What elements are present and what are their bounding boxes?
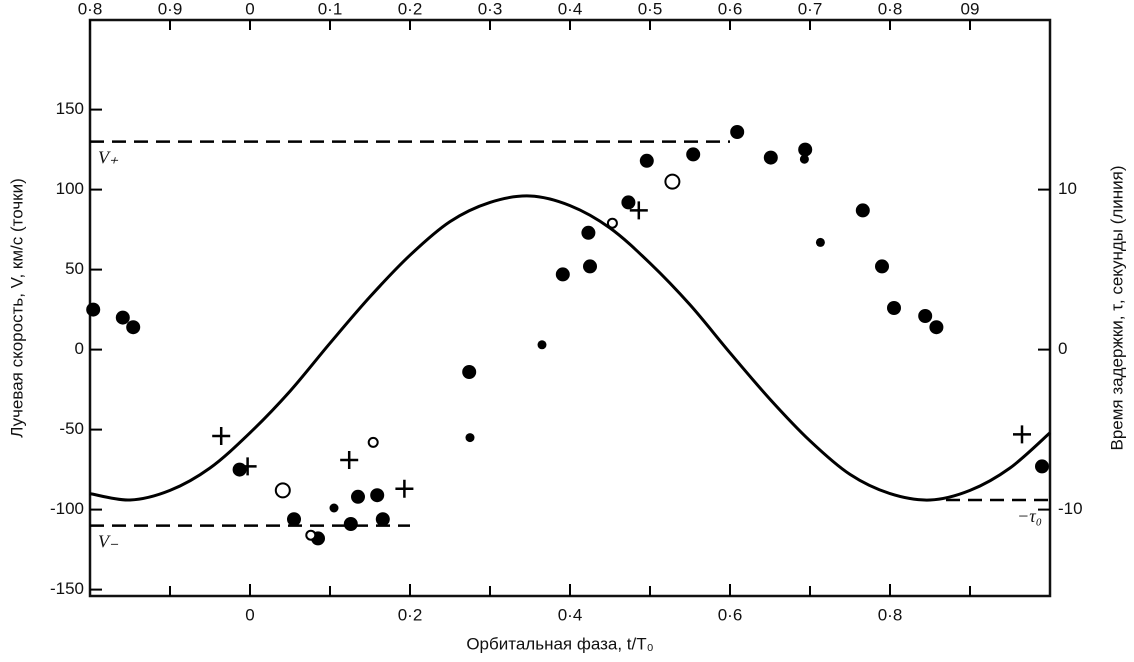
filled-point — [855, 203, 870, 218]
filled-point — [370, 488, 385, 503]
x-tick-label: 0 — [245, 605, 254, 624]
filled-point — [815, 237, 825, 247]
reference-label: V₊ — [98, 148, 119, 168]
filled-point — [86, 302, 101, 317]
filled-point — [686, 147, 701, 162]
filled-point — [929, 320, 944, 335]
y-tick-label: 100 — [56, 179, 84, 198]
open-point — [606, 217, 618, 229]
y-tick-label: 50 — [65, 259, 84, 278]
filled-point — [375, 512, 390, 527]
y2-tick-label: 0 — [1058, 339, 1067, 358]
y-tick-label: 150 — [56, 99, 84, 118]
plus-point — [629, 201, 648, 220]
filled-point — [918, 309, 933, 323]
filled-point — [465, 433, 475, 443]
x2-tick-label: 0·4 — [558, 0, 583, 18]
y-tick-label: -100 — [50, 499, 84, 518]
x2-tick-label: 0·1 — [318, 0, 343, 18]
x2-tick-label: 0·5 — [638, 0, 663, 18]
y2-axis-label: Время задержки, τ, секунды (линия) — [1107, 165, 1126, 450]
y-tick-label: -150 — [50, 579, 84, 598]
filled-point — [232, 462, 247, 477]
filled-point — [763, 150, 778, 165]
filled-point — [581, 225, 596, 240]
x-tick-label: 0·8 — [878, 605, 903, 624]
filled-point — [126, 320, 141, 335]
y2-tick-label: -10 — [1058, 499, 1083, 518]
open-point — [664, 173, 681, 190]
x-tick-label: 0·2 — [398, 605, 423, 624]
filled-point — [329, 503, 339, 513]
reference-label: −τ₀ — [1017, 506, 1042, 526]
x-axis-label: Орбитальная фаза, t/T₀ — [466, 634, 653, 653]
filled-point — [351, 489, 365, 504]
open-point — [367, 436, 379, 448]
filled-point — [343, 517, 358, 531]
x2-tick-label: 0·2 — [398, 0, 423, 18]
filled-point — [555, 267, 570, 282]
filled-point — [537, 340, 547, 350]
filled-point — [639, 153, 654, 168]
filled-point — [583, 259, 597, 274]
filled-point — [462, 365, 477, 379]
y-axis-label: Лучевая скорость, V, км/с (точки) — [7, 178, 26, 438]
plus-point — [212, 427, 231, 445]
filled-point — [799, 154, 809, 164]
x2-tick-label: 0·9 — [158, 0, 183, 18]
y-tick-label: 0 — [75, 339, 84, 358]
open-point — [274, 482, 291, 499]
x2-tick-label: 0·8 — [878, 0, 903, 18]
filled-point — [621, 195, 636, 210]
filled-point — [1035, 459, 1049, 474]
x-tick-label: 0·4 — [558, 605, 583, 624]
filled-point — [875, 259, 889, 274]
filled-point — [730, 125, 745, 139]
reference-label: V₋ — [98, 532, 119, 552]
filled-point — [287, 512, 301, 527]
filled-point — [115, 310, 130, 325]
y-tick-label: -50 — [59, 419, 84, 438]
plus-point — [238, 457, 257, 476]
plus-point — [340, 451, 359, 469]
x2-tick-label: 0·8 — [78, 0, 103, 18]
y2-tick-label: 10 — [1058, 179, 1077, 198]
plot-frame — [88, 18, 1052, 598]
x2-tick-label: 0·6 — [718, 0, 743, 18]
x2-tick-label: 0·3 — [478, 0, 503, 18]
x2-tick-label: 0 — [245, 0, 254, 18]
delay-curve — [89, 194, 1051, 502]
filled-point — [887, 301, 901, 315]
x2-tick-label: 0·7 — [798, 0, 823, 18]
x-tick-label: 0·6 — [718, 605, 743, 624]
open-point — [305, 529, 317, 541]
plus-point — [395, 479, 414, 498]
plus-point — [1013, 425, 1031, 444]
filled-point — [798, 142, 813, 157]
x2-tick-label: 09 — [961, 0, 980, 18]
